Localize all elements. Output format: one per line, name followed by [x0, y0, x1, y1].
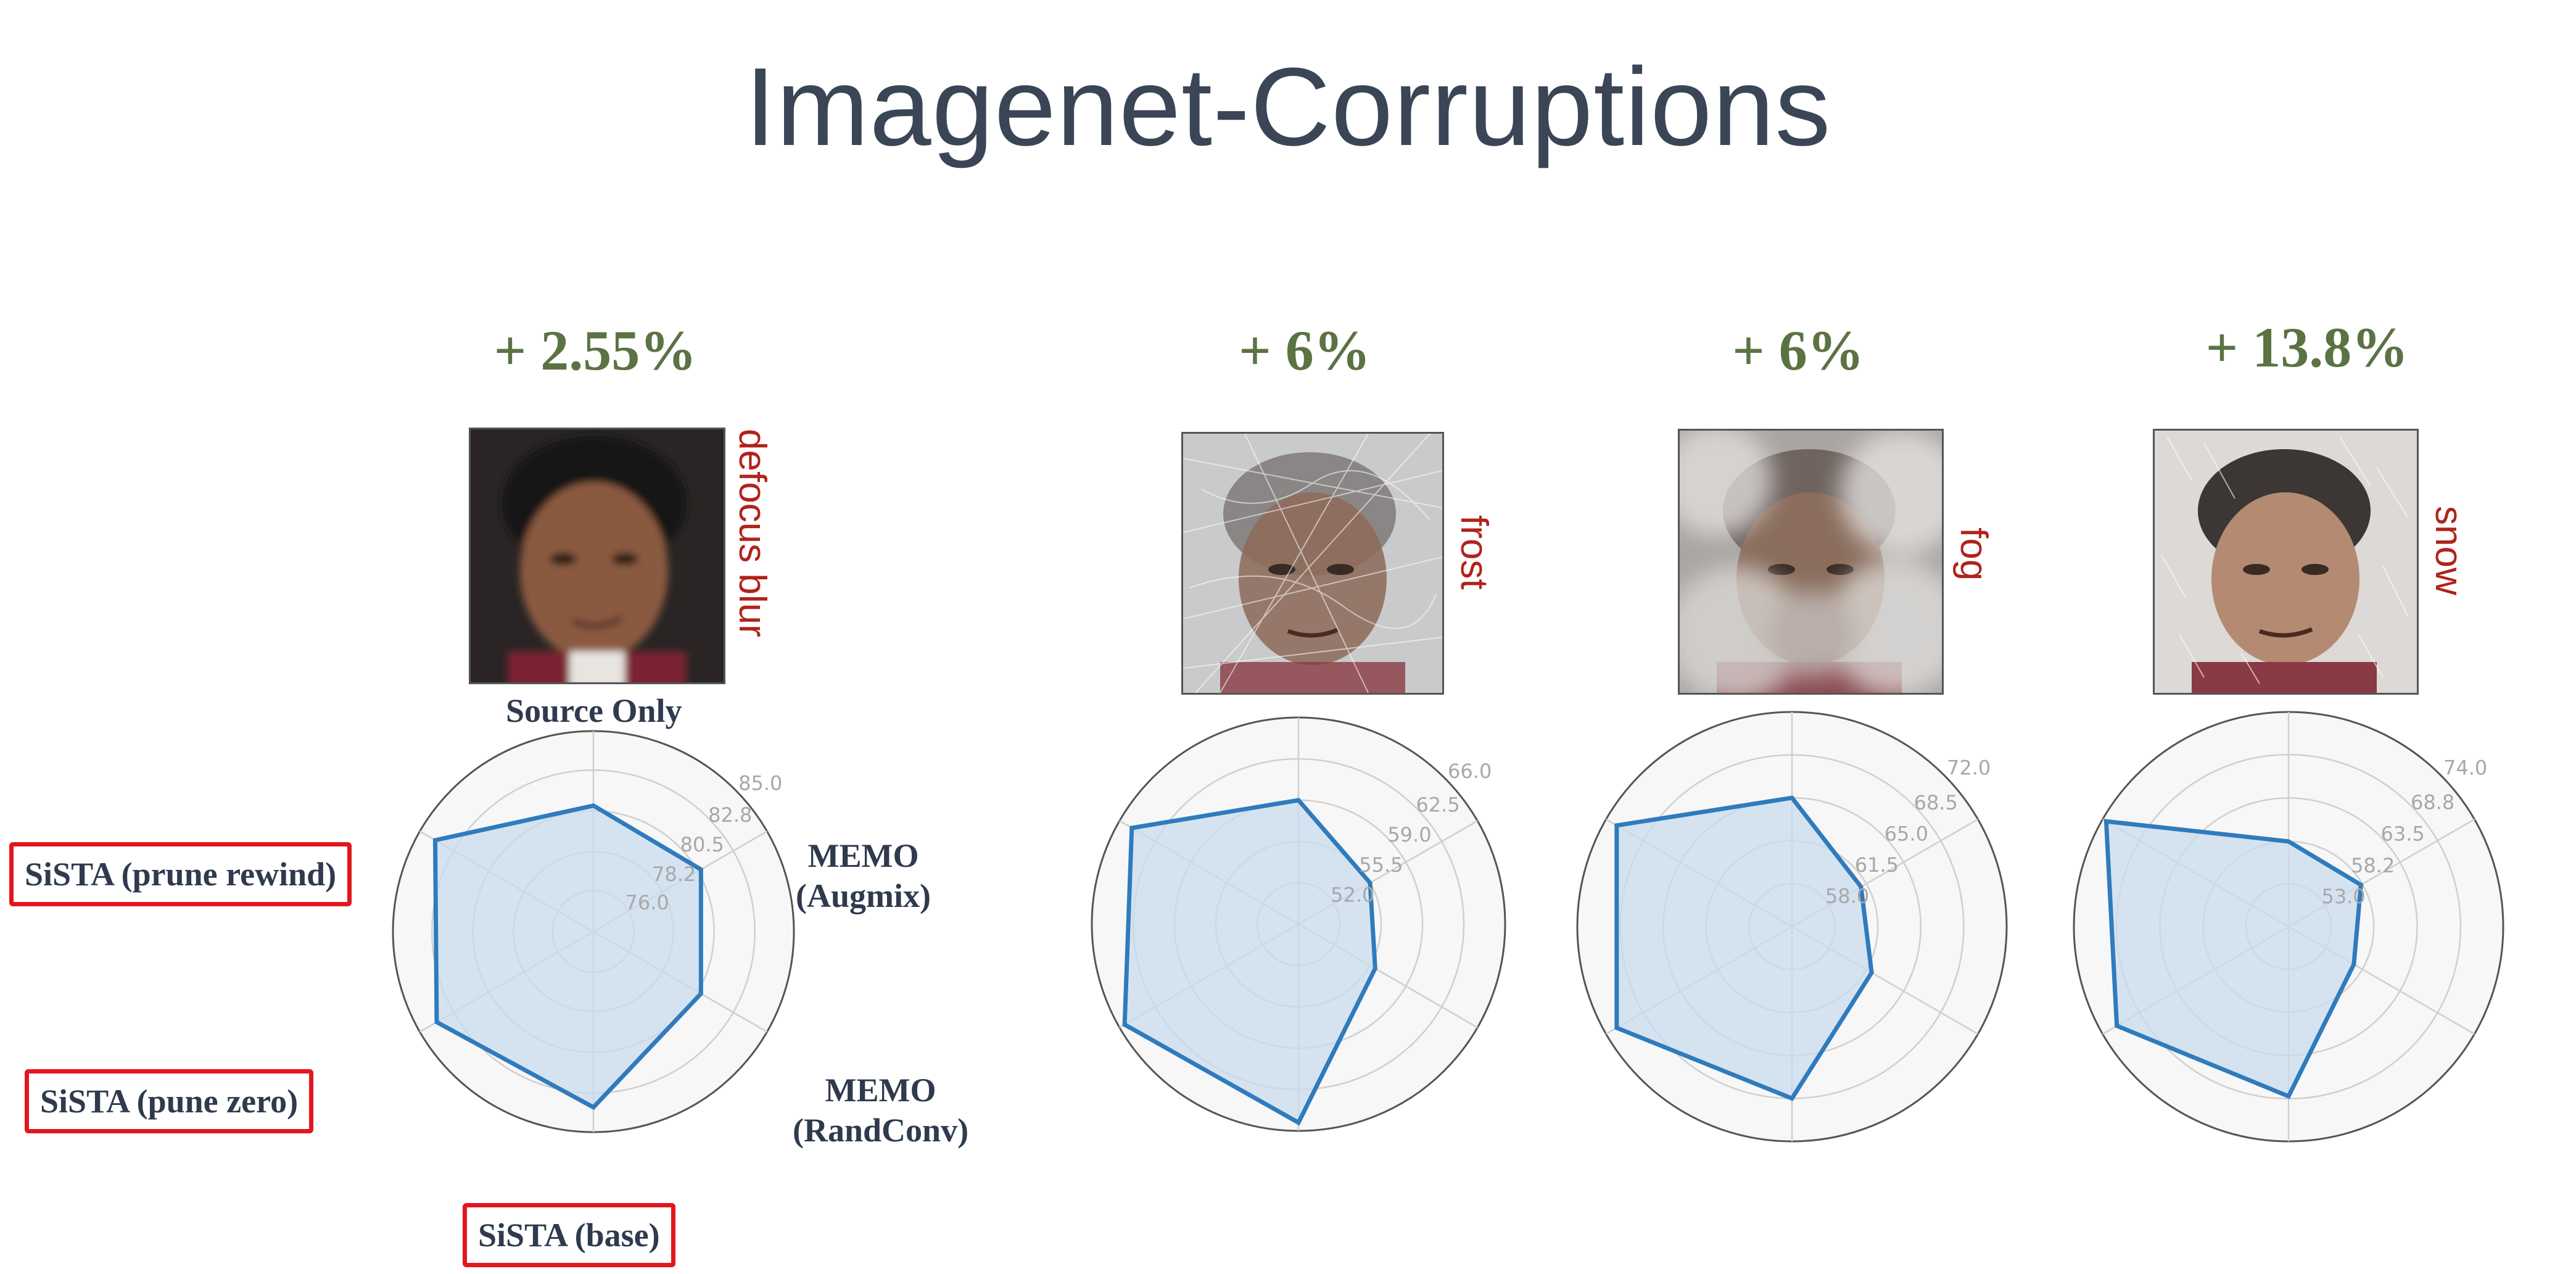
radar-data-point — [2288, 1095, 2289, 1097]
radar-tick-label: 78.2 — [652, 862, 696, 886]
corruption-label-frost: frost — [1453, 515, 1495, 590]
radar-data-point — [2116, 1025, 2118, 1027]
radar-data-point — [1791, 797, 1793, 799]
axis-label-memo-augmix: MEMO (Augmix) — [796, 836, 931, 916]
axis-label-memo-augmix-line2: (Augmix) — [796, 877, 931, 914]
gain-snow: + 13.8% — [2205, 316, 2409, 379]
radar-data-point — [1124, 1024, 1126, 1025]
radar-data-point — [1860, 886, 1862, 888]
radar-tick-label: 66.0 — [1448, 759, 1492, 783]
radar-data-point — [436, 1021, 437, 1023]
radar-tick-label: 68.5 — [1914, 791, 1958, 814]
radar-data-point — [1616, 1027, 1617, 1029]
radar-tick-label: 61.5 — [1855, 853, 1899, 877]
radar-tick-label: 63.5 — [2381, 822, 2425, 846]
gain-defocus-blur: + 2.55% — [493, 319, 697, 382]
radar-tick-label: 68.8 — [2411, 791, 2454, 814]
radar-data-point — [1871, 972, 1873, 974]
corruption-label-defocus-blur: defocus blur — [731, 429, 774, 637]
radar-data-point — [1616, 824, 1617, 826]
axis-label-source-only: Source Only — [506, 692, 682, 729]
axis-label-memo-augmix-line1: MEMO — [807, 837, 919, 874]
radar-data-point — [593, 805, 594, 806]
radar-data-point — [700, 869, 702, 871]
frost-image — [1181, 432, 1444, 695]
page-title: Imagenet-Corruptions — [745, 45, 1831, 169]
radar-tick-label: 85.0 — [738, 771, 782, 795]
gain-fog: + 6% — [1732, 319, 1864, 382]
radar-data-point — [1369, 882, 1371, 883]
radar-data-point — [434, 839, 436, 841]
snow-image — [2153, 429, 2419, 695]
radar-data-point — [1298, 800, 1299, 801]
axis-label-memo-randconv: MEMO (RandConv) — [793, 1070, 968, 1151]
radar-data-point — [1131, 827, 1133, 829]
axis-label-sista-prune-zero: SiSTA (pune zero) — [25, 1069, 314, 1133]
defocus-blur-image — [469, 428, 725, 684]
radar-tick-label: 55.5 — [1359, 853, 1403, 877]
radar-data-point — [2288, 840, 2289, 842]
radar-tick-label: 82.8 — [708, 803, 752, 827]
radar-data-point — [593, 1106, 594, 1108]
radar-tick-label: 58.2 — [2351, 854, 2395, 877]
radar-data-point — [1791, 1098, 1793, 1099]
radar-chart-frost: 52.0 55.5 59.0 62.5 66.0 — [1091, 716, 1506, 1132]
radar-chart-snow: 53.0 58.2 63.5 68.8 74.0 — [2073, 711, 2504, 1143]
radar-tick-label: 58.0 — [1825, 885, 1869, 908]
radar-data-point — [2360, 884, 2362, 886]
axis-label-memo-randconv-line1: MEMO — [825, 1072, 936, 1109]
corruption-label-snow: snow — [2427, 506, 2470, 595]
radar-tick-label: 72.0 — [1947, 756, 1991, 780]
radar-data-point — [2353, 964, 2355, 966]
radar-tick-label: 80.5 — [680, 833, 724, 856]
radar-data-point — [1298, 1122, 1299, 1123]
radar-data-point — [700, 993, 702, 995]
fog-image — [1678, 429, 1944, 695]
radar-tick-label: 52.0 — [1331, 883, 1374, 906]
radar-tick-label: 62.5 — [1416, 793, 1459, 817]
axis-label-memo-randconv-line2: (RandConv) — [793, 1111, 969, 1149]
radar-chart-fog: 58.0 61.5 65.0 68.5 72.0 — [1576, 711, 2008, 1143]
axis-label-sista-prune-rewind: SiSTA (prune rewind) — [9, 842, 352, 906]
gain-frost: + 6% — [1239, 319, 1371, 382]
radar-tick-label: 74.0 — [2443, 756, 2487, 780]
axis-label-sista-base: SiSTA (base) — [463, 1203, 675, 1267]
radar-chart-defocus-blur: 76.0 78.2 80.5 82.8 85.0 — [392, 730, 795, 1133]
radar-data-point — [1374, 967, 1376, 969]
radar-data-point — [2105, 821, 2107, 822]
radar-tick-label: 76.0 — [625, 891, 669, 914]
radar-tick-label: 53.0 — [2322, 885, 2366, 908]
radar-tick-label: 59.0 — [1387, 823, 1431, 846]
radar-tick-label: 65.0 — [1885, 822, 1928, 846]
corruption-label-fog: fog — [1952, 527, 1995, 581]
